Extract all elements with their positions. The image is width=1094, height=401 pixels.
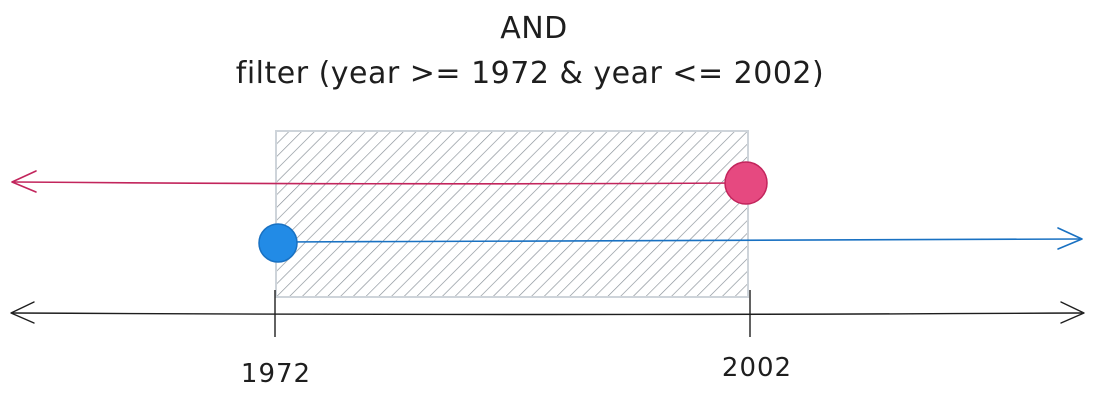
intersection-hatch xyxy=(276,131,748,297)
condition-lower-bound xyxy=(258,223,1083,263)
arrow-left-icon xyxy=(11,170,37,193)
lower-bound-ray xyxy=(277,238,1081,243)
condition-upper-bound xyxy=(11,161,768,205)
arrow-right-icon xyxy=(1057,227,1083,250)
tick-label-2002: 2002 xyxy=(722,353,792,383)
tick-label-1972: 1972 xyxy=(241,359,311,389)
lower-bound-endpoint xyxy=(258,223,298,263)
upper-bound-endpoint xyxy=(724,161,768,205)
upper-bound-ray xyxy=(13,181,746,185)
number-line: 1972 2002 xyxy=(10,290,1085,389)
title-expression: filter (year >= 1972 & year <= 2002) xyxy=(236,56,824,91)
axis-left-arrow-icon xyxy=(10,301,35,324)
intersection-region xyxy=(275,130,749,298)
axis-right-arrow-icon xyxy=(1060,301,1085,324)
intersection-border xyxy=(275,130,749,298)
title-operator: AND xyxy=(500,11,568,46)
axis-line xyxy=(11,312,1083,316)
